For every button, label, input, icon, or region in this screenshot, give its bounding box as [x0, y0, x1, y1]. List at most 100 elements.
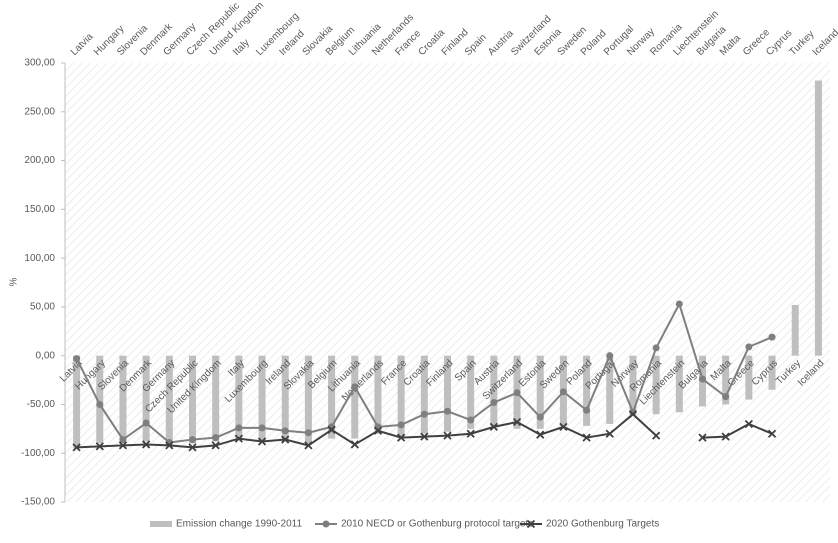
- bar: [397, 355, 405, 438]
- bar: [675, 355, 683, 413]
- bar: [73, 355, 81, 449]
- marker: [605, 429, 614, 438]
- x-tick-label: Italy: [231, 37, 252, 58]
- bar: [814, 80, 822, 356]
- y-tick-label: 250,00: [24, 106, 55, 117]
- marker: [420, 432, 429, 441]
- marker: [212, 434, 220, 442]
- bar: [165, 355, 173, 444]
- marker: [281, 435, 290, 444]
- marker: [582, 433, 591, 442]
- x-tick-label: Latvia: [69, 31, 96, 58]
- marker: [141, 440, 151, 449]
- bar: [304, 355, 312, 444]
- line: [76, 412, 773, 449]
- marker: [721, 432, 730, 441]
- marker: [444, 407, 451, 415]
- bar: [444, 355, 451, 432]
- legend-label: 2010 NECD or Gothenburg protocol targets: [341, 519, 533, 530]
- marker: [281, 427, 289, 435]
- marker: [652, 344, 660, 352]
- y-tick-label: 300,00: [24, 58, 55, 69]
- marker: [119, 436, 127, 444]
- marker: [767, 429, 777, 438]
- bar: [467, 355, 475, 429]
- legend-label: Emission change 1990-2011: [176, 519, 302, 530]
- marker: [188, 443, 197, 452]
- marker: [350, 440, 359, 449]
- y-tick-label: -100,00: [21, 448, 55, 459]
- marker: [443, 431, 452, 440]
- marker: [95, 442, 104, 451]
- bar: [583, 355, 591, 426]
- legend-label: 2020 Gothenburg Targets: [546, 519, 659, 530]
- marker: [304, 429, 312, 437]
- marker: [211, 441, 220, 450]
- marker: [73, 355, 81, 363]
- bar: [212, 355, 220, 442]
- marker: [235, 424, 243, 432]
- x-tick-label: Iceland: [811, 27, 838, 58]
- marker: [466, 429, 475, 438]
- y-axis-label: %: [9, 277, 20, 286]
- marker: [327, 425, 336, 434]
- bar: [791, 304, 799, 356]
- marker: [675, 300, 683, 308]
- bar: [652, 355, 660, 415]
- marker: [467, 416, 475, 424]
- marker: [258, 424, 266, 432]
- marker: [768, 333, 776, 341]
- marker: [628, 410, 638, 419]
- bar: [490, 355, 498, 426]
- marker: [96, 400, 104, 408]
- marker: [512, 417, 522, 427]
- marker: [744, 419, 754, 429]
- bar: [235, 355, 243, 439]
- marker: [257, 437, 267, 446]
- legend-swatch: [150, 521, 172, 527]
- bar: [96, 355, 104, 444]
- legend-marker: [322, 520, 330, 528]
- marker: [373, 426, 383, 435]
- marker: [489, 422, 499, 432]
- bar: [351, 355, 359, 439]
- bar: [374, 355, 382, 434]
- marker: [559, 388, 567, 396]
- y-tick-label: -50,00: [27, 399, 56, 410]
- marker: [745, 343, 753, 351]
- y-tick-label: 200,00: [24, 155, 55, 166]
- marker: [536, 430, 545, 439]
- y-tick-label: 100,00: [24, 253, 55, 264]
- bar: [768, 355, 776, 390]
- marker: [513, 389, 521, 397]
- marker: [397, 421, 405, 429]
- marker: [490, 398, 498, 406]
- marker: [536, 413, 544, 421]
- bar: [328, 355, 336, 439]
- bar: [629, 355, 637, 415]
- marker: [606, 352, 614, 360]
- marker: [72, 443, 81, 452]
- marker: [189, 436, 196, 444]
- bar: [745, 355, 753, 400]
- y-tick-label: -150,00: [21, 497, 55, 508]
- marker: [629, 408, 637, 416]
- y-tick-label: 50,00: [30, 302, 55, 313]
- bar: [189, 355, 196, 444]
- y-tick-label: 0,00: [36, 350, 56, 361]
- marker: [583, 406, 591, 414]
- marker: [304, 441, 313, 450]
- marker: [651, 431, 661, 440]
- bar: [258, 355, 266, 441]
- bar: [536, 355, 544, 429]
- y-tick-label: 150,00: [24, 204, 55, 215]
- marker: [420, 410, 428, 418]
- marker: [699, 375, 706, 383]
- marker: [351, 383, 359, 391]
- marker: [118, 441, 128, 450]
- legend-marker: [526, 519, 536, 529]
- marker: [142, 419, 150, 427]
- bar: [119, 355, 127, 442]
- bar: [420, 355, 428, 434]
